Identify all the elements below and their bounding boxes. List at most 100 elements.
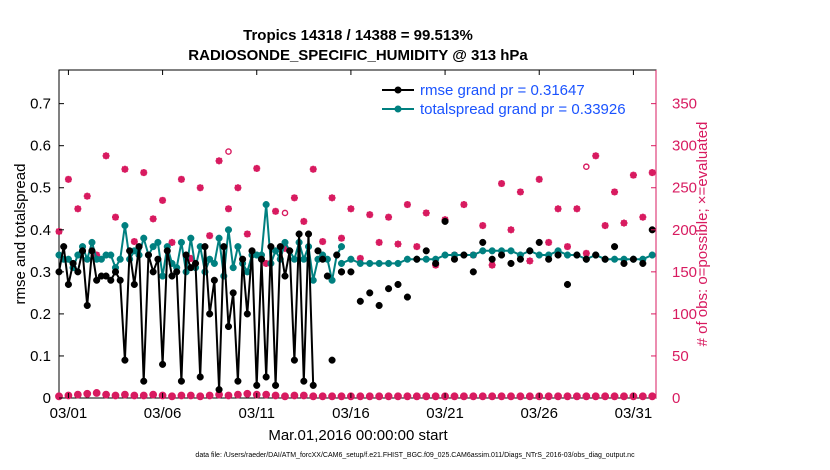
rmse-point bbox=[149, 268, 157, 276]
rmse-point bbox=[469, 268, 477, 276]
spread-point bbox=[385, 259, 393, 267]
rmse-point bbox=[526, 247, 534, 255]
rmse-point bbox=[479, 238, 487, 246]
spread-point bbox=[116, 255, 124, 263]
obs-possible-marker bbox=[422, 209, 430, 217]
obs-bottom-marker bbox=[356, 392, 365, 401]
rmse-point bbox=[93, 276, 101, 284]
obs-bottom-marker bbox=[149, 390, 158, 399]
obs-possible-marker bbox=[347, 205, 355, 213]
chart-title: Tropics 14318 / 14388 = 99.513% bbox=[243, 27, 473, 44]
obs-possible-marker bbox=[554, 205, 562, 213]
obs-bottom-marker bbox=[337, 392, 346, 401]
obs-possible-marker bbox=[545, 239, 552, 246]
legend-spread-label: totalspread grand pr = 0.33926 bbox=[420, 101, 626, 118]
obs-bottom-marker bbox=[290, 391, 299, 400]
spread-point bbox=[262, 201, 270, 209]
y-tick-label-left: 0.1 bbox=[30, 348, 51, 365]
rmse-point bbox=[620, 259, 628, 267]
rmse-point bbox=[215, 386, 223, 394]
rmse-point bbox=[319, 255, 327, 263]
legend-rmse-marker bbox=[394, 86, 402, 94]
rmse-point bbox=[243, 310, 251, 318]
spread-point bbox=[154, 238, 162, 246]
obs-possible-marker bbox=[564, 243, 571, 250]
spread-point bbox=[290, 255, 298, 263]
rmse-point bbox=[69, 259, 77, 267]
rmse-point bbox=[403, 293, 411, 301]
obs-possible-marker bbox=[121, 165, 129, 173]
rmse-point bbox=[375, 301, 383, 310]
obs-possible-marker bbox=[601, 222, 609, 229]
obs-possible-marker bbox=[404, 201, 411, 208]
spread-point bbox=[121, 222, 129, 230]
obs-possible-marker bbox=[74, 205, 82, 213]
x-tick-label: 03/21 bbox=[426, 405, 464, 422]
rmse-point bbox=[107, 276, 115, 284]
rmse-point bbox=[337, 268, 346, 276]
obs-bottom-marker bbox=[130, 391, 139, 400]
rmse-point bbox=[290, 356, 298, 364]
obs-possible-marker bbox=[319, 238, 326, 245]
spread-point bbox=[328, 276, 336, 284]
rmse-point bbox=[323, 272, 331, 280]
y-tick-label-left: 0.2 bbox=[30, 306, 51, 323]
obs-possible-marker bbox=[140, 169, 148, 176]
obs-possible-marker bbox=[65, 176, 72, 183]
rmse-point bbox=[347, 268, 355, 276]
y-tick-label-right: 200 bbox=[672, 222, 697, 239]
rmse-point bbox=[422, 247, 430, 255]
obs-possible-marker bbox=[592, 152, 600, 160]
rmse-point bbox=[140, 377, 148, 385]
rmse-point bbox=[309, 381, 317, 389]
obs-possible-marker bbox=[272, 207, 279, 215]
x-tick-label: 03/06 bbox=[144, 405, 182, 422]
spread-point bbox=[272, 247, 280, 255]
rmse-point bbox=[601, 255, 609, 263]
spread-point bbox=[215, 234, 223, 242]
spread-point bbox=[234, 243, 242, 251]
obs-bottom-marker bbox=[55, 392, 63, 401]
obs-bottom-marker bbox=[450, 392, 459, 401]
obs-bottom-marker bbox=[620, 392, 628, 401]
rmse-point bbox=[300, 377, 308, 385]
obs-possible-marker bbox=[460, 201, 468, 208]
obs-bottom-marker bbox=[488, 392, 497, 401]
obs-bottom-marker bbox=[365, 392, 374, 401]
rmse-point bbox=[220, 243, 228, 251]
obs-bottom-marker bbox=[497, 392, 506, 401]
rmse-point bbox=[554, 251, 562, 259]
rmse-point bbox=[413, 255, 421, 263]
obs-possible-marker bbox=[55, 228, 63, 235]
obs-possible-marker bbox=[149, 215, 157, 223]
obs-bottom-marker bbox=[525, 392, 534, 401]
obs-bottom-marker bbox=[168, 392, 176, 401]
obs-bottom-marker bbox=[469, 392, 478, 401]
obs-bottom-marker bbox=[83, 389, 92, 398]
rmse-point bbox=[516, 255, 524, 263]
rmse-point bbox=[182, 251, 190, 259]
obs-bottom-marker bbox=[271, 391, 280, 400]
obs-bottom-marker bbox=[262, 390, 271, 399]
spread-point bbox=[648, 251, 656, 259]
obs-bottom-marker bbox=[601, 392, 610, 401]
rmse-point bbox=[507, 259, 515, 267]
obs-possible-marker bbox=[300, 218, 308, 225]
obs-possible-marker bbox=[281, 209, 289, 217]
y-tick-label-left: 0.4 bbox=[30, 222, 51, 239]
obs-possible-marker bbox=[630, 171, 637, 179]
rmse-point bbox=[295, 230, 303, 238]
rmse-point bbox=[276, 243, 284, 251]
obs-bottom-marker bbox=[507, 392, 515, 401]
rmse-point bbox=[187, 264, 195, 272]
obs-possible-marker bbox=[253, 165, 261, 172]
rmse-point bbox=[629, 255, 637, 263]
rmse-point bbox=[333, 251, 341, 259]
rmse-point bbox=[592, 251, 600, 259]
rmse-point bbox=[234, 377, 242, 385]
rmse-point bbox=[281, 272, 289, 280]
obs-bottom-marker bbox=[205, 391, 214, 400]
chart-subtitle: RADIOSONDE_SPECIFIC_HUMIDITY @ 313 hPa bbox=[188, 47, 528, 64]
obs-possible-marker bbox=[131, 238, 138, 245]
